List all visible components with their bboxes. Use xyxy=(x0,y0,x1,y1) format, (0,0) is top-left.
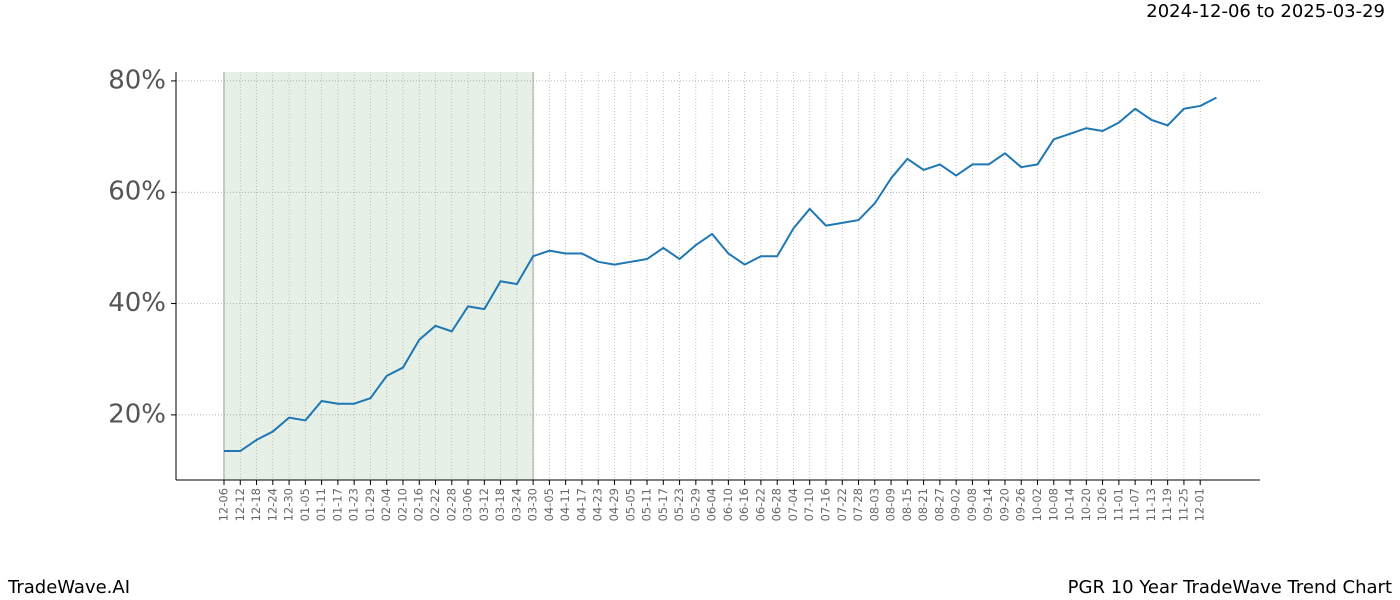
x-tick-label: 11-19 xyxy=(1160,488,1174,521)
x-tick-label: 11-13 xyxy=(1144,488,1158,521)
x-tick-label: 10-20 xyxy=(1079,488,1093,521)
y-tick-label: 80% xyxy=(108,65,166,95)
x-tick-label: 10-26 xyxy=(1095,488,1109,521)
y-tick-label: 60% xyxy=(108,177,166,207)
chart-caption: PGR 10 Year TradeWave Trend Chart xyxy=(1068,577,1392,598)
x-tick-label: 04-11 xyxy=(558,488,572,521)
x-tick-label: 10-14 xyxy=(1063,488,1077,521)
x-tick-label: 03-06 xyxy=(461,488,475,521)
x-tick-label: 07-28 xyxy=(851,488,865,521)
trend-line xyxy=(224,96,1217,453)
x-tick-label: 07-16 xyxy=(818,488,832,521)
x-tick-label: 09-20 xyxy=(997,488,1011,521)
x-tick-label: 12-24 xyxy=(265,488,279,521)
date-range: 2024-12-06 to 2025-03-29 xyxy=(1146,1,1385,22)
x-tick-label: 07-22 xyxy=(835,488,849,521)
x-tick-label: 05-23 xyxy=(672,488,686,521)
y-tick-label: 20% xyxy=(108,399,166,429)
x-tick-label: 01-11 xyxy=(314,488,328,521)
x-tick-label: 02-04 xyxy=(379,488,393,521)
x-tick-label: 03-24 xyxy=(509,488,523,521)
x-tick-label: 04-05 xyxy=(542,488,556,521)
x-tick-label: 10-08 xyxy=(1046,488,1060,521)
x-tick-label: 05-11 xyxy=(640,488,654,521)
x-tick-label: 12-12 xyxy=(233,488,247,521)
x-tick-label: 02-28 xyxy=(444,488,458,521)
y-tick-label: 40% xyxy=(108,288,166,318)
x-tick-label: 05-17 xyxy=(656,488,670,521)
x-tick-label: 08-15 xyxy=(900,488,914,521)
x-tick-label: 03-30 xyxy=(526,488,540,521)
x-tick-label: 01-29 xyxy=(363,488,377,521)
x-tick-label: 12-01 xyxy=(1193,488,1207,521)
x-tick-label: 07-04 xyxy=(786,488,800,521)
x-tick-label: 02-16 xyxy=(412,488,426,521)
x-tick-label: 09-26 xyxy=(1014,488,1028,521)
x-tick-label: 12-18 xyxy=(249,488,263,521)
x-tick-label: 04-23 xyxy=(591,488,605,521)
x-tick-label: 05-05 xyxy=(623,488,637,521)
x-tick-label: 03-12 xyxy=(477,488,491,521)
x-tick-label: 11-25 xyxy=(1176,488,1190,521)
x-tick-label: 11-07 xyxy=(1128,488,1142,521)
x-tick-label: 06-04 xyxy=(705,488,719,521)
x-tick-label: 02-10 xyxy=(395,488,409,521)
highlight-band xyxy=(224,72,534,480)
x-tick-label: 03-18 xyxy=(493,488,507,521)
x-tick-label: 06-22 xyxy=(753,488,767,521)
x-tick-label: 07-10 xyxy=(802,488,816,521)
x-tick-label: 01-23 xyxy=(347,488,361,521)
x-tick-label: 04-29 xyxy=(607,488,621,521)
x-tick-label: 12-30 xyxy=(282,488,296,521)
x-tick-label: 02-22 xyxy=(428,488,442,521)
x-tick-label: 10-02 xyxy=(1030,488,1044,521)
brand: TradeWave.AI xyxy=(7,577,130,598)
x-tick-label: 09-02 xyxy=(949,488,963,521)
x-tick-label: 09-08 xyxy=(965,488,979,521)
x-tick-label: 08-09 xyxy=(884,488,898,521)
x-tick-label: 06-28 xyxy=(770,488,784,521)
x-tick-label: 04-17 xyxy=(574,488,588,521)
x-tick-label: 01-05 xyxy=(298,488,312,521)
x-tick-label: 05-29 xyxy=(688,488,702,521)
x-tick-label: 08-27 xyxy=(932,488,946,521)
x-tick-label: 08-21 xyxy=(916,488,930,521)
x-tick-label: 06-16 xyxy=(737,488,751,521)
x-tick-label: 12-06 xyxy=(217,488,231,521)
x-tick-label: 11-01 xyxy=(1111,488,1125,521)
x-tick-label: 08-03 xyxy=(867,488,881,521)
x-tick-label: 09-14 xyxy=(981,488,995,521)
x-tick-label: 06-10 xyxy=(721,488,735,521)
x-tick-label: 01-17 xyxy=(330,488,344,521)
